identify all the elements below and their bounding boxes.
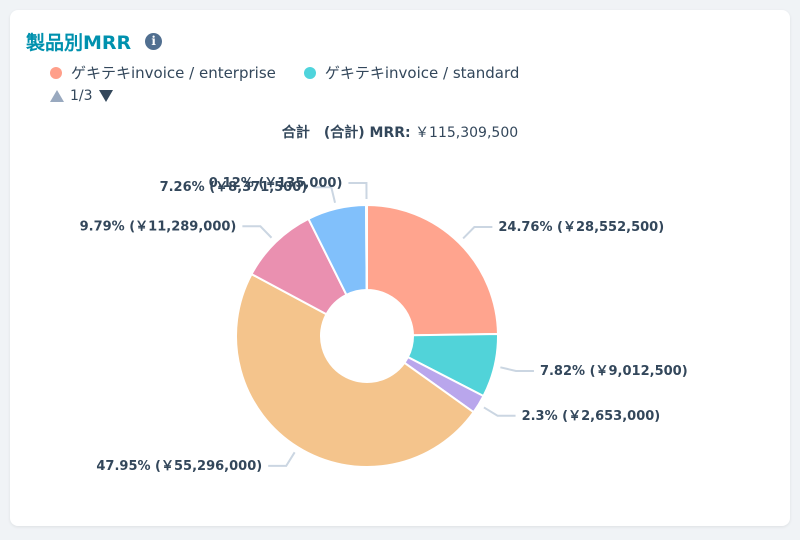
total-label: 合計 (合計) MRR:: [281, 125, 411, 141]
legend-pager: 1/3: [50, 88, 113, 104]
pie-slice[interactable]: [366, 203, 500, 337]
data-label: 47.95% (￥55,296,000): [96, 459, 262, 474]
legend-swatch-enterprise: [50, 66, 62, 79]
title-row: 製品別MRR i: [26, 28, 163, 55]
data-label: 7.26% (￥8,371,500): [160, 180, 308, 195]
leader-line: [268, 451, 296, 467]
total-value: ￥115,309,500: [415, 125, 519, 141]
total-summary: 合計 (合計) MRR: ￥115,309,500: [10, 122, 790, 142]
legend-label-standard: ゲキテキinvoice / standard: [324, 64, 520, 82]
legend: ゲキテキinvoice / enterprise ゲキテキinvoice / s…: [50, 62, 519, 83]
leader-line: [348, 182, 368, 200]
pager-up-icon[interactable]: [50, 90, 64, 102]
legend-label-enterprise: ゲキテキinvoice / enterprise: [71, 64, 276, 82]
data-label: 7.82% (￥9,012,500): [540, 364, 688, 379]
legend-swatch-standard: [303, 66, 316, 79]
leader-line: [242, 225, 273, 239]
leader-line: [483, 406, 516, 417]
pager-text: 1/3: [70, 88, 93, 104]
info-icon[interactable]: i: [145, 33, 163, 50]
donut-chart: 24.76% (￥28,552,500) 7.82% (￥9,012,500) 2.…: [80, 176, 688, 474]
legend-item-standard[interactable]: ゲキテキinvoice / standard: [303, 62, 520, 83]
leader-line: [500, 366, 534, 372]
pie-slice[interactable]: [365, 203, 368, 292]
data-label: 9.79% (￥11,289,000): [80, 219, 237, 234]
leader-line: [462, 226, 493, 240]
pie-slice[interactable]: [235, 272, 475, 468]
data-label: 0.12% (￥135,000): [209, 176, 343, 191]
legend-item-enterprise[interactable]: ゲキテキinvoice / enterprise: [50, 62, 276, 83]
chart-title: 製品別MRR: [26, 32, 132, 54]
data-label: 24.76% (￥28,552,500): [498, 220, 664, 235]
data-label: 2.3% (￥2,653,000): [522, 409, 661, 424]
chart-card: 製品別MRR i ゲキテキinvoice / enterprise ゲキテキin…: [10, 10, 790, 526]
leader-line: [313, 186, 337, 204]
pager-down-icon[interactable]: [98, 90, 113, 102]
